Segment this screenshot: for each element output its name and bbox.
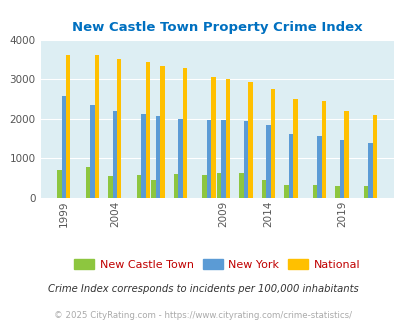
Bar xyxy=(141,115,145,198)
Bar xyxy=(90,105,94,198)
Bar xyxy=(266,125,270,198)
Bar xyxy=(363,186,367,198)
Bar xyxy=(151,180,156,198)
Bar xyxy=(108,176,112,198)
Bar xyxy=(136,175,141,198)
Text: © 2025 CityRating.com - https://www.cityrating.com/crime-statistics/: © 2025 CityRating.com - https://www.city… xyxy=(54,312,351,320)
Bar xyxy=(117,59,121,198)
Bar xyxy=(261,180,266,198)
Bar xyxy=(248,82,252,198)
Bar xyxy=(62,96,66,198)
Bar xyxy=(57,170,62,198)
Title: New Castle Town Property Crime Index: New Castle Town Property Crime Index xyxy=(72,21,362,34)
Bar xyxy=(367,143,372,198)
Bar xyxy=(372,115,376,198)
Bar xyxy=(288,134,292,198)
Bar xyxy=(94,55,99,198)
Bar xyxy=(321,101,325,198)
Bar xyxy=(292,99,297,198)
Bar xyxy=(343,111,348,198)
Bar xyxy=(284,185,288,198)
Bar xyxy=(270,89,275,198)
Bar xyxy=(339,140,343,198)
Text: Crime Index corresponds to incidents per 100,000 inhabitants: Crime Index corresponds to incidents per… xyxy=(47,284,358,294)
Bar xyxy=(211,77,215,198)
Bar xyxy=(173,174,178,198)
Bar xyxy=(178,119,182,198)
Bar xyxy=(156,116,160,198)
Bar xyxy=(312,185,317,198)
Bar xyxy=(206,120,211,198)
Legend: New Castle Town, New York, National: New Castle Town, New York, National xyxy=(70,254,364,274)
Bar xyxy=(335,186,339,198)
Bar xyxy=(145,62,149,198)
Bar xyxy=(160,66,164,198)
Bar xyxy=(85,167,90,198)
Bar xyxy=(221,120,225,198)
Bar xyxy=(243,121,248,198)
Bar xyxy=(182,68,187,198)
Bar xyxy=(202,176,206,198)
Bar xyxy=(216,173,221,198)
Bar xyxy=(66,55,70,198)
Bar xyxy=(239,173,243,198)
Bar xyxy=(112,111,117,198)
Bar xyxy=(225,79,230,198)
Bar xyxy=(317,136,321,198)
